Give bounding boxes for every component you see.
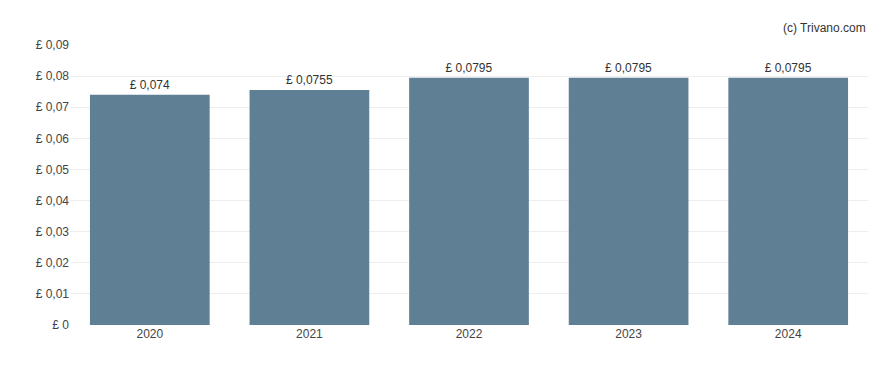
- svg-text:£ 0,0795: £ 0,0795: [765, 61, 812, 75]
- svg-text:£ 0,04: £ 0,04: [36, 194, 70, 208]
- svg-text:£ 0,074: £ 0,074: [130, 78, 170, 92]
- svg-text:£ 0,01: £ 0,01: [36, 287, 70, 301]
- svg-text:£ 0,05: £ 0,05: [36, 163, 70, 177]
- svg-text:£ 0,06: £ 0,06: [36, 132, 70, 146]
- svg-text:£ 0,03: £ 0,03: [36, 225, 70, 239]
- svg-text:2021: 2021: [296, 327, 323, 341]
- svg-text:£ 0,0755: £ 0,0755: [286, 73, 333, 87]
- svg-text:£ 0,07: £ 0,07: [36, 100, 70, 114]
- svg-text:(c) Trivano.com: (c) Trivano.com: [783, 21, 866, 35]
- svg-text:£ 0,0795: £ 0,0795: [605, 61, 652, 75]
- svg-text:2024: 2024: [775, 327, 802, 341]
- svg-text:£ 0,02: £ 0,02: [36, 256, 70, 270]
- svg-text:2020: 2020: [136, 327, 163, 341]
- svg-text:£ 0,0795: £ 0,0795: [445, 61, 492, 75]
- svg-text:2022: 2022: [456, 327, 483, 341]
- svg-text:£ 0,08: £ 0,08: [36, 69, 70, 83]
- svg-text:2023: 2023: [615, 327, 642, 341]
- svg-text:£ 0: £ 0: [52, 318, 69, 332]
- svg-text:£ 0,09: £ 0,09: [36, 38, 70, 52]
